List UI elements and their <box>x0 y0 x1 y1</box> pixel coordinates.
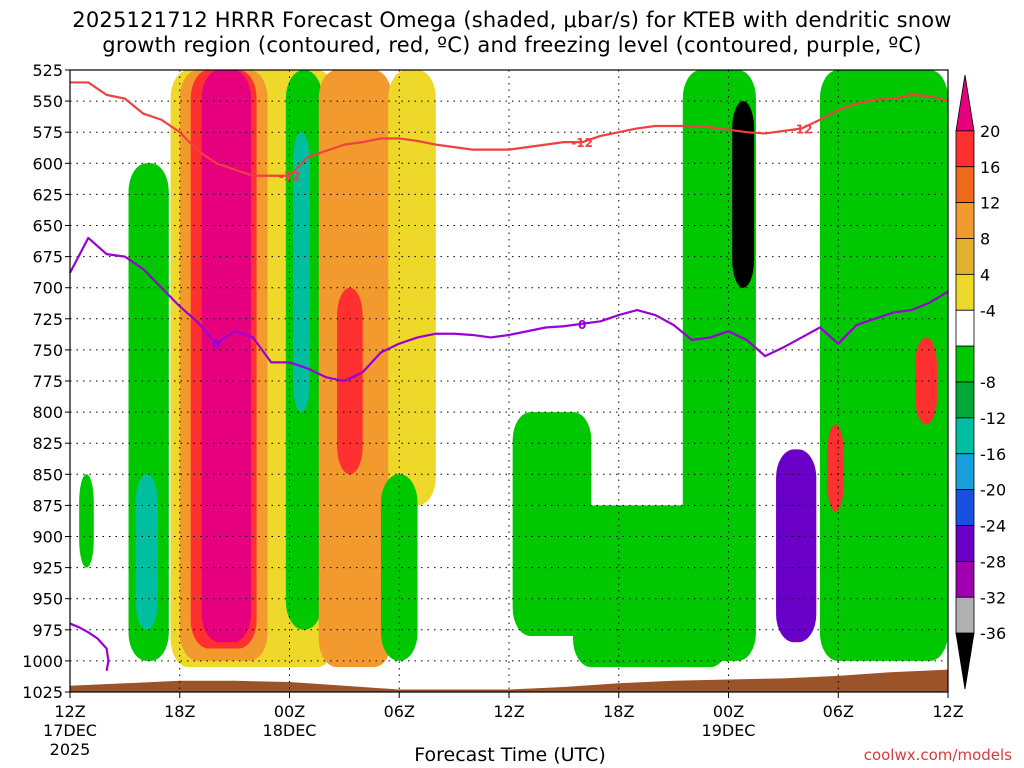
contour-label-0-12: -12 <box>279 170 301 184</box>
colorbar-bin-6 <box>955 309 975 347</box>
colorbar-bin-13 <box>955 560 975 598</box>
x-tick-date-12: 18DEC <box>263 721 317 740</box>
y-tick-label-975: 975 <box>32 621 63 640</box>
omega-region-downward-red-12z19 <box>915 337 938 425</box>
chart-title-line2: growth region (contoured, red, ºC) and f… <box>102 33 922 57</box>
y-tick-label-725: 725 <box>32 310 63 329</box>
colorbar-label-3: 8 <box>980 230 990 249</box>
omega-region-downward-yellow-06z <box>388 70 436 506</box>
colorbar-label-2: 12 <box>980 194 1000 213</box>
chart-title-line1: 2025121712 HRRR Forecast Omega (shaded, … <box>72 8 952 32</box>
y-tick-label-650: 650 <box>32 217 63 236</box>
contour-label-1-28: 0 <box>578 318 586 332</box>
contour-0 <box>70 81 949 177</box>
x-tick-date-0: 17DEC <box>43 721 97 740</box>
x-tick-label-30: 18Z <box>603 702 634 721</box>
terrain-surface <box>70 669 948 692</box>
contour-label-1-8: 0 <box>212 338 220 352</box>
x-tick-label-6: 18Z <box>164 702 195 721</box>
colorbar-bin-4 <box>955 238 975 275</box>
colorbar-bin-15 <box>955 632 975 690</box>
y-tick-label-750: 750 <box>32 341 63 360</box>
colorbar-label-13: -36 <box>980 624 1006 643</box>
y-tick-label-900: 900 <box>32 528 63 547</box>
colorbar-bin-12 <box>955 525 975 562</box>
y-tick-label-525: 525 <box>32 61 63 80</box>
colorbar-label-10: -24 <box>980 517 1006 536</box>
y-tick-label-700: 700 <box>32 279 63 298</box>
colorbar-label-11: -28 <box>980 552 1006 571</box>
omega-region-upward-green-late <box>819 70 948 661</box>
omega-region-upward-green-small <box>79 474 94 568</box>
x-tick-year-0: 2025 <box>50 740 91 759</box>
colorbar-label-4: 4 <box>980 265 990 284</box>
x-tick-label-42: 06Z <box>823 702 854 721</box>
x-tick-date-36: 19DEC <box>702 721 756 740</box>
colorbar-label-5: -4 <box>980 301 996 320</box>
site-credit: coolwx.com/models <box>863 746 1012 764</box>
colorbar-bin-10 <box>955 453 975 491</box>
colorbar-bin-0 <box>955 74 975 132</box>
colorbar-bin-2 <box>955 166 975 204</box>
omega-region-upward-core-00z19 <box>732 101 755 288</box>
contour-label-0-40: -12 <box>791 122 813 136</box>
y-tick-label-925: 925 <box>32 559 63 578</box>
omega-region-upward-green-12z <box>512 412 592 637</box>
contour-1 <box>69 236 949 383</box>
colorbar-label-12: -32 <box>980 588 1006 607</box>
y-tick-label-800: 800 <box>32 403 63 422</box>
y-tick-label-575: 575 <box>32 123 63 142</box>
colorbar-label-9: -20 <box>980 481 1006 500</box>
colorbar-label-6: -8 <box>980 373 996 392</box>
contour-2 <box>69 622 110 672</box>
x-tick-label-12: 00Z <box>274 702 305 721</box>
colorbar-bin-8 <box>955 381 975 419</box>
y-tick-label-550: 550 <box>32 92 63 111</box>
omega-region-downward-red-06z19 <box>827 424 844 512</box>
terrain-layer <box>70 669 948 692</box>
colorbar-bin-9 <box>955 417 975 455</box>
y-tick-label-775: 775 <box>32 372 63 391</box>
omega-region-upward-core-04z19 <box>776 449 817 643</box>
x-tick-label-48: 12Z <box>932 702 963 721</box>
colorbar-bin-1 <box>955 130 975 168</box>
contour-label-0-28: -12 <box>571 136 593 150</box>
omega-region-upward-teal-midnight <box>293 132 310 413</box>
colorbar-label-8: -16 <box>980 445 1006 464</box>
axis-layer: 525 550 575 600 625 650 675 700 725 750 775 800 825 8… <box>22 61 963 759</box>
omega-region-downward-magenta-core <box>201 70 252 643</box>
colorbar-label-1: 16 <box>980 158 1000 177</box>
x-axis-title: Forecast Time (UTC) <box>414 744 606 766</box>
x-tick-label-0: 12Z <box>54 702 85 721</box>
x-tick-label-18: 06Z <box>384 702 415 721</box>
colorbar-label-0: 20 <box>980 122 1000 141</box>
colorbar-bin-11 <box>955 489 975 526</box>
y-tick-label-625: 625 <box>32 185 63 204</box>
colorbar-bin-3 <box>955 202 975 239</box>
y-tick-label-825: 825 <box>32 434 63 453</box>
y-tick-label-675: 675 <box>32 248 63 267</box>
y-tick-label-1025: 1025 <box>22 683 63 702</box>
colorbar-bin-14 <box>955 596 975 634</box>
colorbar-bin-7 <box>955 345 975 383</box>
colorbar: 20 16 12 8 4 -4 -8 -12 -16 -20 -24 -28 -32 -36 <box>955 74 1006 690</box>
y-tick-label-850: 850 <box>32 465 63 484</box>
y-tick-label-1000: 1000 <box>22 652 63 671</box>
omega-region-upward-green-06z <box>380 474 418 661</box>
contour-layer: -12 -12 -12 0 0 <box>69 81 949 672</box>
y-tick-label-875: 875 <box>32 496 63 515</box>
omega-region-upward-core-teal-early <box>135 474 158 630</box>
y-tick-label-950: 950 <box>32 590 63 609</box>
y-tick-label-600: 600 <box>32 154 63 173</box>
colorbar-bin-5 <box>955 273 975 311</box>
x-tick-label-36: 00Z <box>713 702 744 721</box>
colorbar-label-7: -12 <box>980 409 1006 428</box>
x-tick-label-24: 12Z <box>493 702 524 721</box>
